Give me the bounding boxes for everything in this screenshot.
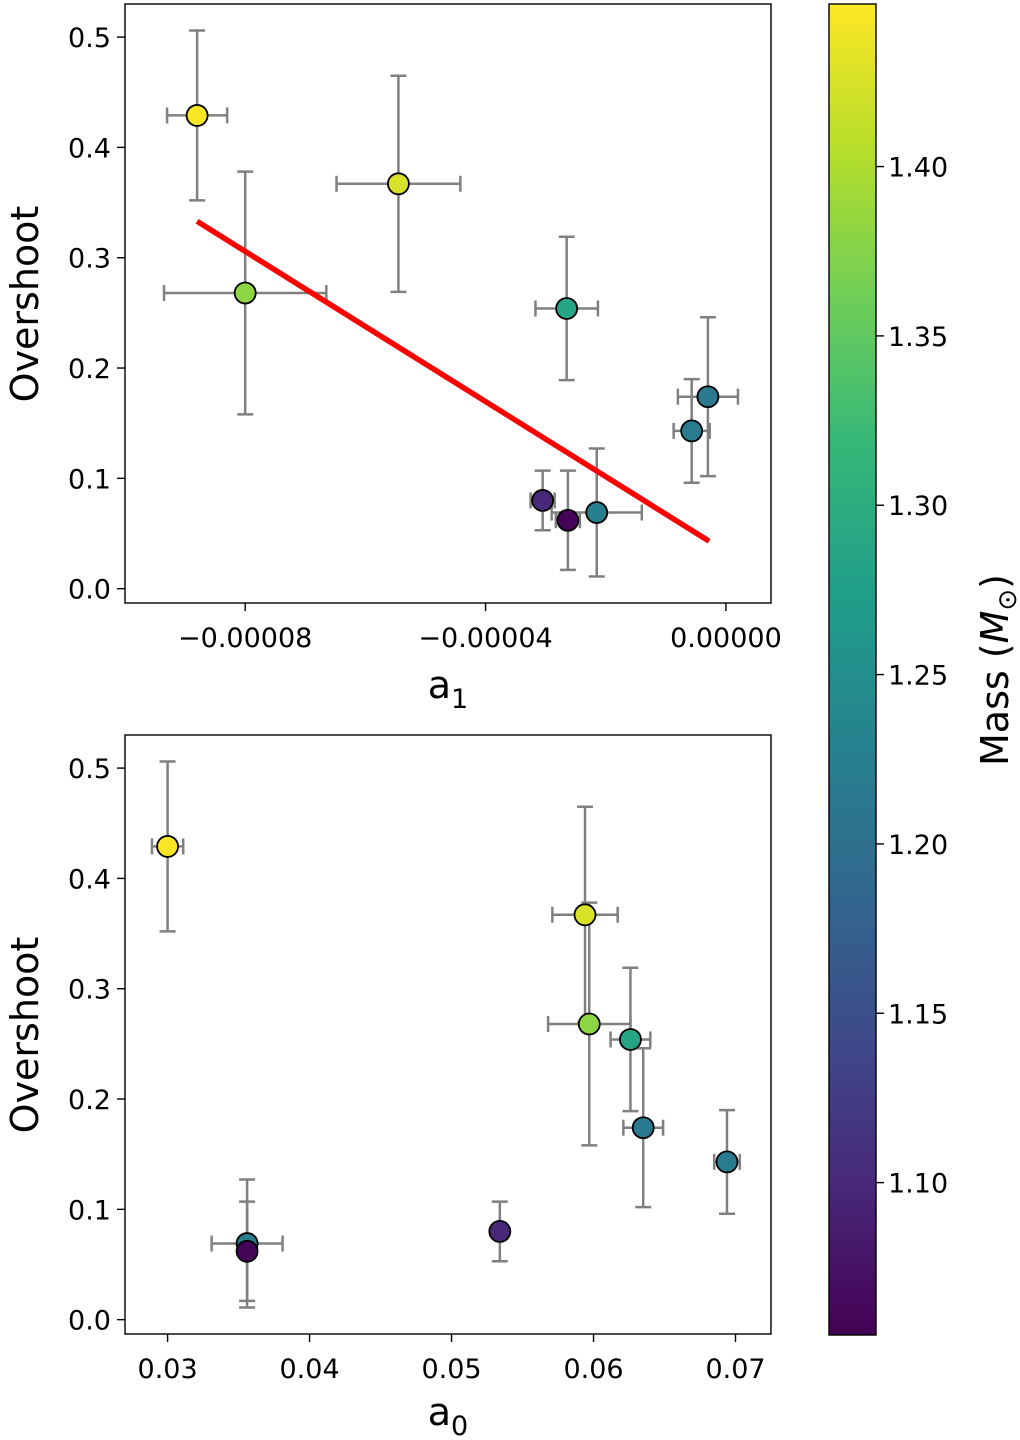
y-tick-label: 0.2 — [68, 1085, 111, 1116]
top-x-axis-label: a1 — [428, 663, 468, 715]
bottom-y-ticks: 0.0 0.1 0.2 0.3 0.4 0.5 — [68, 754, 125, 1337]
y-tick-label: 0.4 — [68, 133, 111, 164]
x-tick-label: 0.06 — [563, 1354, 623, 1385]
y-tick-label: 0.1 — [68, 464, 111, 495]
fit-line — [195, 218, 711, 544]
data-point — [531, 489, 555, 512]
y-tick-label: 0.3 — [68, 975, 111, 1006]
y-tick-label: 0.4 — [68, 864, 111, 895]
bottom-scatter-panel: 0.03 0.04 0.05 0.06 0.07 0.00.10.20.30.40.5 … — [3, 734, 772, 1440]
data-point — [556, 508, 580, 532]
x-tick-label: 0.00000 — [670, 623, 782, 654]
data-point — [235, 1239, 259, 1263]
data-point — [585, 501, 609, 524]
bottom-plot-frame — [124, 734, 772, 1335]
data-point — [680, 419, 704, 443]
data-point — [233, 281, 257, 305]
colorbar-tick-label: 1.20 — [888, 830, 948, 861]
x-tick-label: 0.05 — [421, 1354, 481, 1385]
colorbar-tick-label: 1.25 — [888, 661, 948, 692]
bottom-x-ticks: 0.03 0.04 0.05 0.06 0.07 — [138, 1334, 766, 1385]
x-tick-label: −0.00008 — [178, 623, 312, 654]
colorbar-gradient — [829, 4, 876, 1335]
top-scatter-panel: −0.00008 −0.00004 0.00000 0.00.10.20.30.40… — [3, 3, 782, 715]
y-tick-label: 0.5 — [68, 754, 111, 785]
colorbar-tick-label: 1.30 — [888, 491, 948, 522]
data-point — [573, 903, 597, 927]
x-tick-label: −0.00004 — [418, 623, 552, 654]
colorbar-tick-label: 1.15 — [888, 999, 948, 1030]
x-tick-label: 0.03 — [138, 1354, 198, 1385]
data-point — [577, 1012, 601, 1036]
top-plot-frame — [124, 3, 772, 604]
top-x-ticks: −0.00008 −0.00004 0.00000 — [178, 603, 782, 654]
y-tick-label: 0.5 — [68, 23, 111, 54]
y-tick-label: 0.0 — [68, 1306, 111, 1337]
colorbar-tick-label: 1.10 — [888, 1169, 948, 1200]
x-tick-label: 0.04 — [280, 1354, 340, 1385]
data-point — [488, 1220, 512, 1243]
y-tick-label: 0.3 — [68, 244, 111, 275]
colorbar-label: Mass (M⊙) — [973, 574, 1020, 766]
data-point — [156, 835, 179, 858]
bottom-x-axis-label: a0 — [428, 1390, 468, 1436]
data-point — [619, 1028, 642, 1051]
colorbar-ticks: 1.10 1.15 1.20 1.25 1.30 1.35 1.40 — [876, 153, 948, 1200]
y-tick-label: 0.2 — [68, 354, 111, 385]
data-point — [387, 172, 410, 196]
colorbar-tick-label: 1.40 — [888, 153, 948, 184]
data-point — [715, 1150, 739, 1174]
data-point — [631, 1116, 655, 1140]
top-plot-marks — [162, 29, 740, 578]
y-tick-label: 0.1 — [68, 1195, 111, 1226]
data-point — [555, 297, 579, 320]
bottom-plot-marks — [150, 760, 742, 1309]
data-point — [185, 104, 209, 127]
top-y-ticks: 0.0 0.1 0.2 0.3 0.4 0.5 — [68, 23, 125, 606]
colorbar-tick-label: 1.35 — [888, 322, 948, 353]
top-y-axis-label: Overshoot — [3, 206, 47, 403]
colorbar-frame — [828, 3, 877, 1336]
x-tick-label: 0.07 — [705, 1354, 765, 1385]
colorbar: 1.10 1.15 1.20 1.25 1.30 1.35 1.40 Mass (M⊙) — [828, 3, 1020, 1336]
y-tick-label: 0.0 — [68, 575, 111, 606]
bottom-y-axis-label: Overshoot — [3, 937, 47, 1134]
data-point — [696, 385, 720, 409]
